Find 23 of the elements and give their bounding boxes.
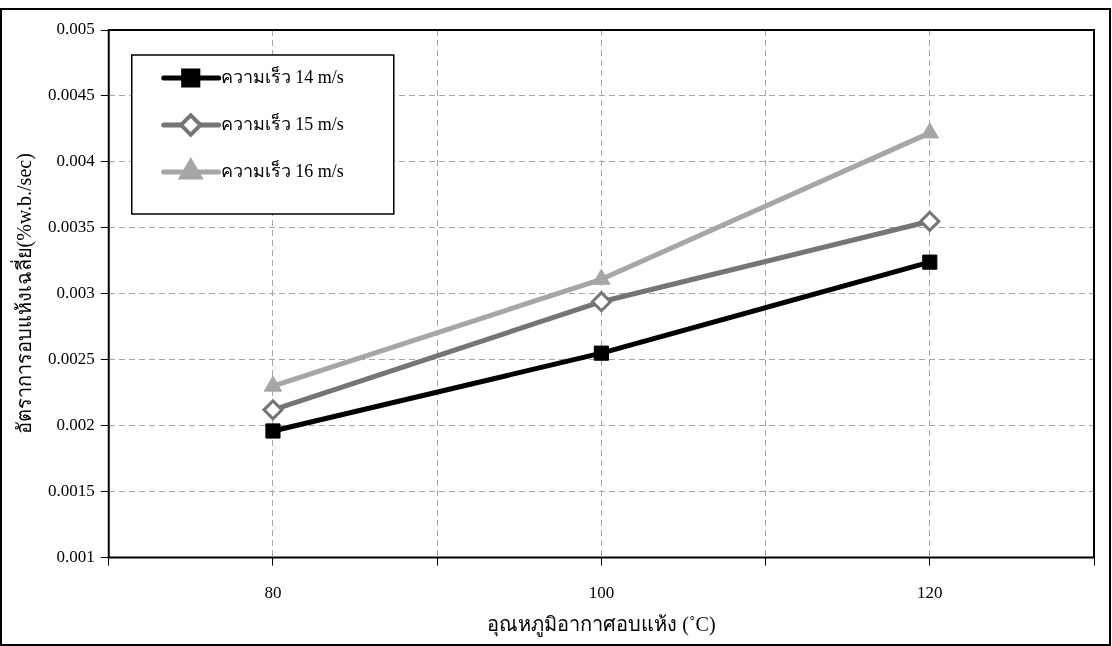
x-tick-label: 100 [588,583,615,603]
y-tick-label: 0.005 [56,19,95,39]
y-tick-label: 0.003 [56,283,95,303]
x-axis-title: อุณหภูมิอากาศอบแห้ง (˚C) [487,613,716,638]
y-tick-label: 0.0025 [48,349,95,369]
y-tick-label: 0.0035 [48,217,95,237]
y-tick-label: 0.0015 [48,481,95,501]
y-tick-label: 0.0045 [48,85,95,105]
y-tick-label: 0.001 [56,547,95,567]
point [590,291,612,313]
point [922,254,938,270]
y-axis-title: อัตราการอบแห้งเฉลี่ย(%w.b./sec) [10,153,37,435]
y-tick-label: 0.002 [56,415,95,435]
point [265,423,281,439]
legend-label: ความเร็ว 16 m/s [220,158,344,181]
point [593,345,609,361]
y-tick-label: 0.004 [56,151,96,171]
point [919,210,941,232]
x-tick-label: 80 [264,583,282,603]
legend-label: ความเร็ว 15 m/s [220,111,344,134]
x-tick-label: 120 [917,583,943,603]
legend-label: ความเร็ว 14 m/s [220,64,344,87]
point [262,399,284,421]
